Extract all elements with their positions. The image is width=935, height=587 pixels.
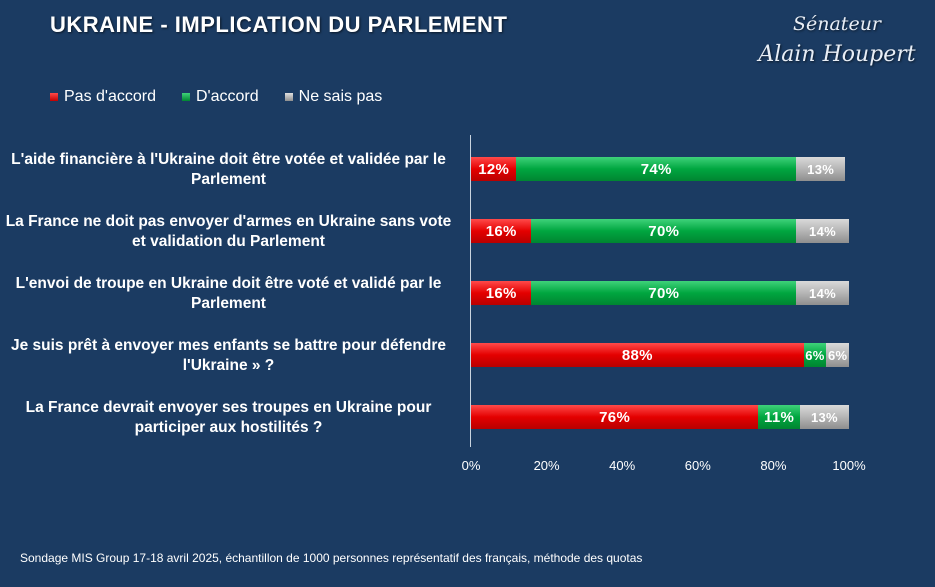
bar-segment-daccord: 70% [531,281,797,305]
bar-segment-daccord: 11% [758,405,800,429]
legend-swatch-red [50,93,58,101]
bar-value-label: 16% [485,222,517,240]
footnote: Sondage MIS Group 17-18 avril 2025, écha… [20,551,643,565]
question-label: La France devrait envoyer ses troupes en… [25,399,432,436]
bar-segment-ne-sais-pas: 14% [796,219,849,243]
bar-row: 88% 6% 6% [471,343,849,367]
bar-value-label: 6% [805,347,825,363]
x-tick-label: 100% [832,458,866,473]
question-label: Je suis prêt à envoyer mes enfants se ba… [10,337,446,374]
bar-value-label: 14% [809,285,836,301]
y-axis-line [470,135,471,447]
page-title: UKRAINE - IMPLICATION DU PARLEMENT [50,12,508,37]
legend-label: D'accord [196,88,259,105]
x-tick-label: 40% [609,458,636,473]
signature: Sénateur Alain Houpert [757,10,917,72]
bar-value-label: 6% [827,347,848,363]
signature-line-2: Alain Houpert [758,42,916,67]
x-tick-label: 80% [760,458,787,473]
bar-row: 16% 70% 14% [471,219,849,243]
bar-segment-pas-daccord: 12% [471,157,517,181]
bar-row: 16% 70% 14% [471,281,849,305]
bar-value-label: 14% [809,223,836,239]
x-tick-label: 60% [684,458,711,473]
bar-segment-ne-sais-pas: 13% [799,405,849,429]
bar-segment-daccord: 70% [531,219,797,243]
bar-segment-pas-daccord: 88% [471,343,804,367]
bar-value-label: 70% [648,284,680,302]
bar-segment-ne-sais-pas: 6% [826,343,849,367]
legend-item-daccord: D'accord [182,88,259,106]
bar-segment-ne-sais-pas: 14% [796,281,849,305]
bar-value-label: 76% [599,408,631,426]
bar-value-label: 16% [485,284,517,302]
x-tick-label: 0% [461,458,481,473]
bar-segment-pas-daccord: 16% [471,281,532,305]
chart-legend: Pas d'accord D'accord Ne sais pas [50,88,382,106]
bar-segment-pas-daccord: 76% [471,405,759,429]
bar-value-label: 13% [807,161,835,177]
legend-swatch-green [182,93,190,101]
bar-segment-ne-sais-pas: 13% [796,157,846,181]
question-label: L'envoi de troupe en Ukraine doit être v… [15,275,442,312]
bar-value-label: 88% [621,346,653,364]
bar-value-label: 70% [648,222,680,240]
question-label: La France ne doit pas envoyer d'armes en… [5,213,452,250]
bar-row: 12% 74% 13% [471,157,849,181]
bar-value-label: 11% [764,408,795,426]
signature-line-1: Sénateur [792,13,882,35]
bar-value-label: 74% [640,160,672,178]
legend-item-ne-sais-pas: Ne sais pas [284,88,383,106]
x-tick-label: 20% [533,458,560,473]
legend-swatch-gray [284,93,293,101]
bar-value-label: 13% [810,409,838,425]
legend-item-pas-daccord: Pas d'accord [50,88,156,106]
legend-label: Pas d'accord [64,88,156,105]
bar-row: 76% 11% 13% [471,405,849,429]
legend-label: Ne sais pas [298,88,383,105]
bar-segment-daccord: 74% [516,157,797,181]
bar-segment-pas-daccord: 16% [471,219,532,243]
bar-segment-daccord: 6% [803,343,827,367]
bar-value-label: 12% [478,160,510,178]
question-label: L'aide financière à l'Ukraine doit être … [11,151,446,188]
